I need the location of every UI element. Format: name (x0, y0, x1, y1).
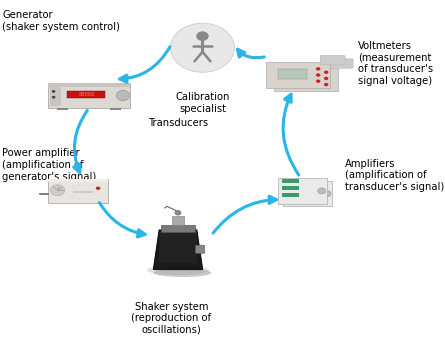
Circle shape (175, 210, 181, 215)
Ellipse shape (147, 265, 209, 275)
Circle shape (323, 191, 331, 197)
FancyBboxPatch shape (282, 186, 299, 190)
Circle shape (324, 83, 328, 86)
FancyBboxPatch shape (48, 83, 130, 87)
Circle shape (324, 71, 328, 74)
FancyBboxPatch shape (266, 62, 331, 88)
FancyBboxPatch shape (67, 91, 105, 98)
FancyBboxPatch shape (159, 232, 197, 263)
Text: Power amplifier
(amplification of
generator's signal): Power amplifier (amplification of genera… (2, 148, 97, 181)
Text: Transducers: Transducers (148, 118, 208, 128)
FancyArrowPatch shape (213, 196, 276, 233)
FancyBboxPatch shape (50, 85, 61, 106)
Text: Calibration
specialist: Calibration specialist (175, 92, 230, 114)
Circle shape (316, 79, 320, 83)
FancyBboxPatch shape (278, 178, 327, 204)
Text: Generator
(shaker system control): Generator (shaker system control) (2, 10, 120, 32)
Circle shape (324, 77, 328, 80)
FancyBboxPatch shape (328, 59, 353, 68)
FancyBboxPatch shape (282, 179, 299, 183)
FancyBboxPatch shape (274, 65, 339, 91)
Text: Amplifiers
(amplification of
transducer's signal): Amplifiers (amplification of transducer'… (345, 159, 444, 192)
FancyBboxPatch shape (282, 193, 299, 197)
Circle shape (96, 187, 101, 190)
FancyBboxPatch shape (286, 72, 315, 83)
Polygon shape (154, 230, 202, 269)
FancyBboxPatch shape (48, 179, 108, 182)
FancyArrowPatch shape (120, 47, 170, 82)
Circle shape (316, 73, 320, 77)
Circle shape (196, 31, 209, 41)
FancyArrowPatch shape (238, 49, 264, 58)
FancyBboxPatch shape (57, 108, 68, 110)
FancyBboxPatch shape (110, 108, 121, 110)
FancyBboxPatch shape (283, 181, 332, 206)
FancyBboxPatch shape (287, 196, 305, 200)
FancyBboxPatch shape (278, 69, 307, 79)
FancyArrowPatch shape (73, 110, 87, 172)
FancyBboxPatch shape (287, 182, 305, 186)
FancyArrowPatch shape (283, 94, 299, 175)
Text: Voltmeters
(measurement
of transducer's
signal voltage): Voltmeters (measurement of transducer's … (358, 41, 433, 86)
FancyBboxPatch shape (195, 245, 205, 253)
Ellipse shape (154, 269, 211, 277)
Circle shape (52, 90, 56, 93)
FancyBboxPatch shape (287, 189, 305, 193)
FancyBboxPatch shape (172, 216, 184, 225)
Circle shape (117, 90, 130, 101)
Circle shape (318, 188, 326, 194)
Circle shape (316, 67, 320, 71)
FancyBboxPatch shape (161, 225, 195, 232)
FancyBboxPatch shape (48, 83, 130, 108)
FancyBboxPatch shape (320, 55, 345, 65)
Text: Shaker system
(reproduction of
oscillations): Shaker system (reproduction of oscillati… (131, 302, 211, 335)
FancyBboxPatch shape (73, 191, 93, 193)
FancyArrowPatch shape (99, 203, 145, 237)
Circle shape (170, 23, 235, 72)
Circle shape (52, 96, 56, 99)
Text: 88888: 88888 (79, 92, 95, 97)
Circle shape (50, 185, 65, 196)
FancyBboxPatch shape (48, 179, 108, 203)
